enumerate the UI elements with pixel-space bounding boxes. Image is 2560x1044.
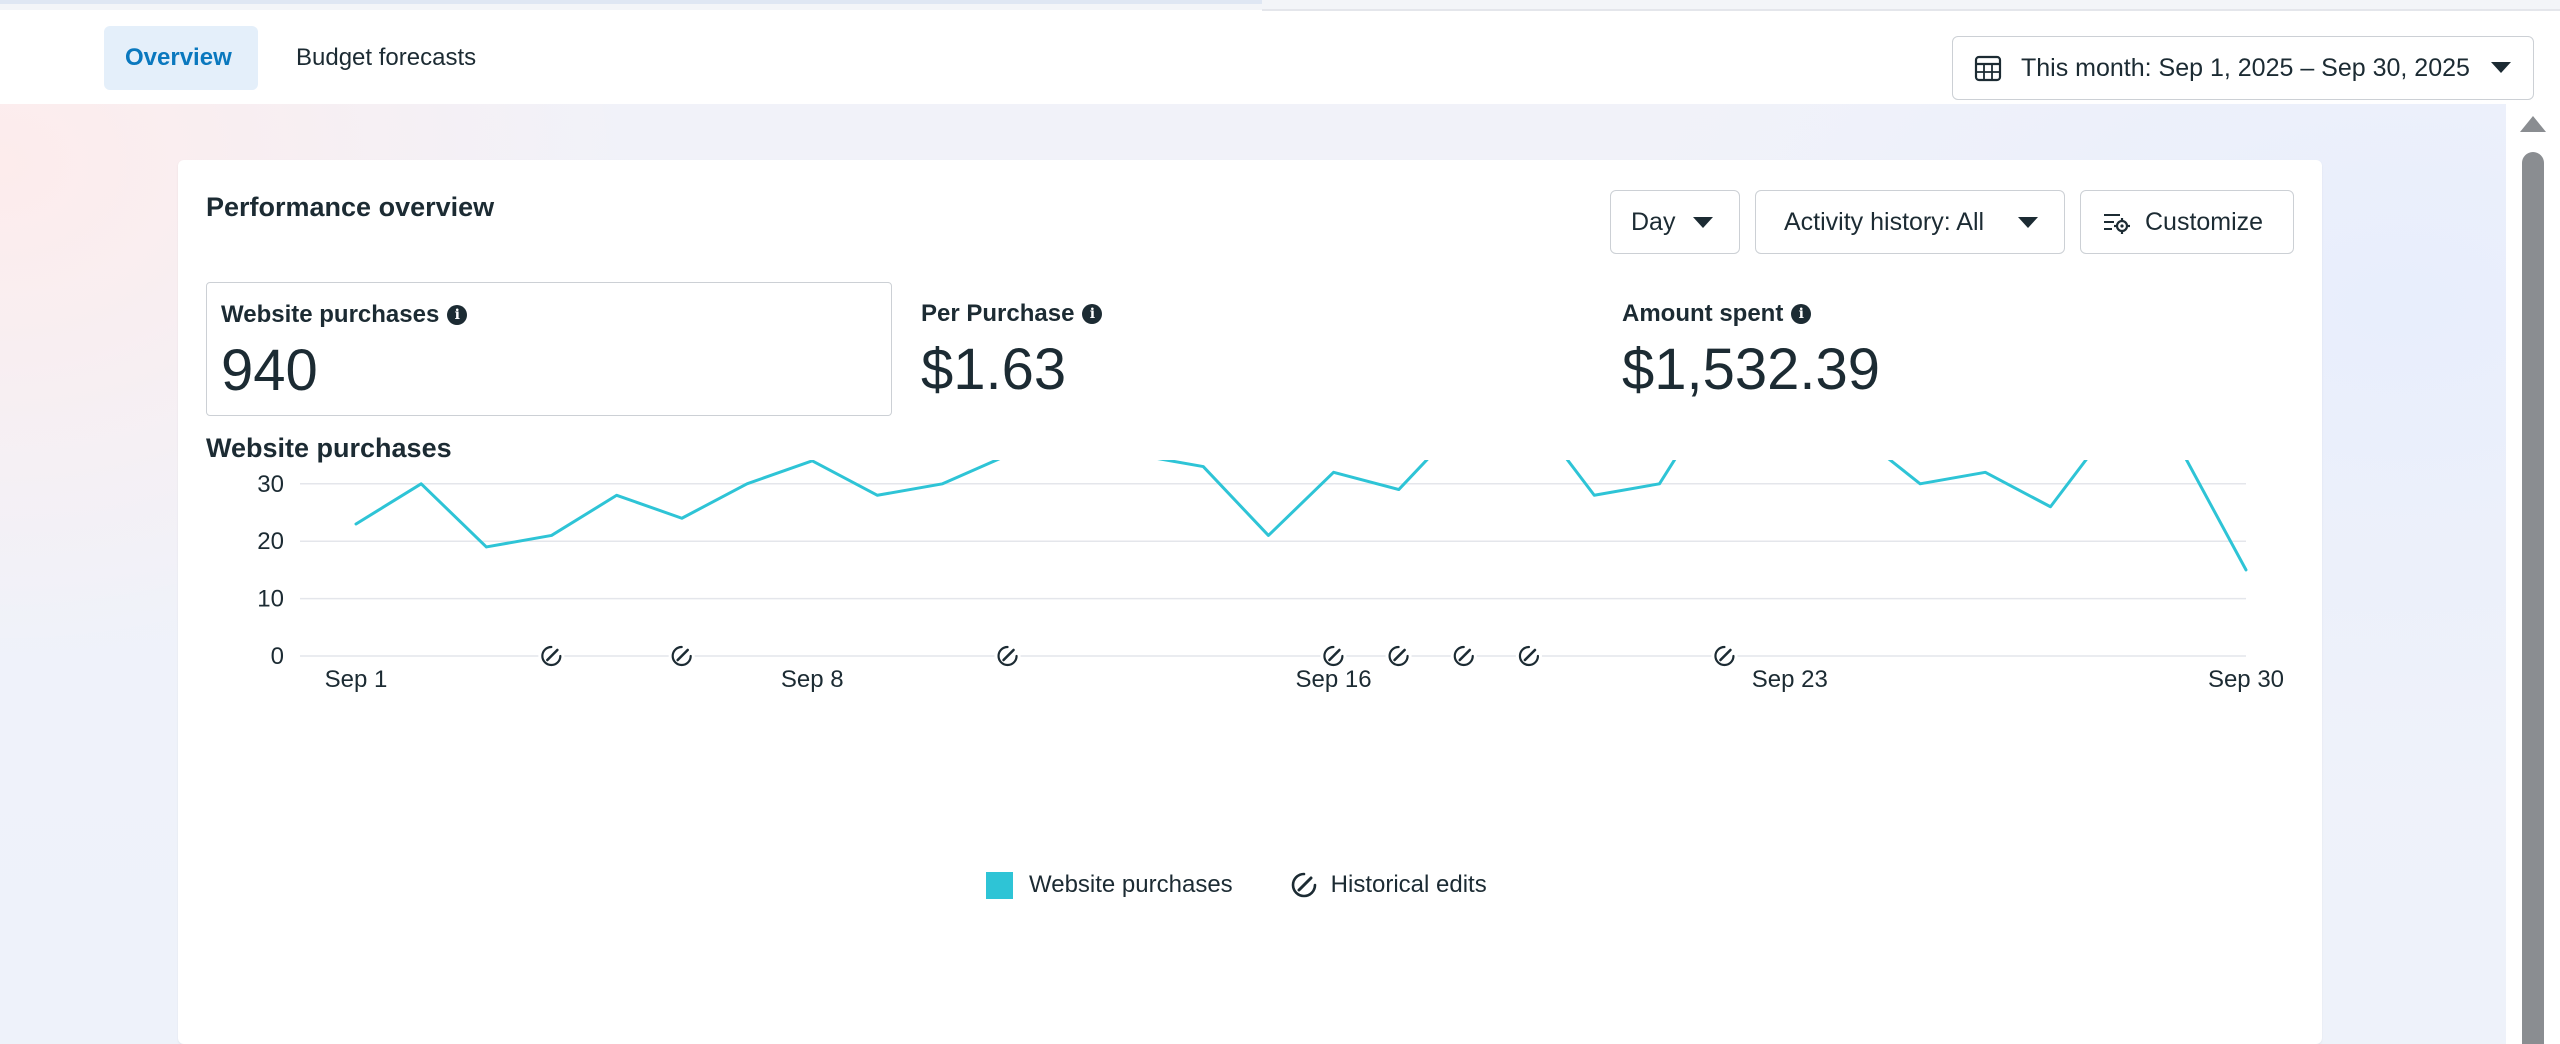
customize-button[interactable]: Customize [2080, 190, 2294, 254]
x-tick-label: Sep 16 [1296, 666, 1372, 693]
metric-per-purchase[interactable]: Per Purchase i $1.63 [907, 282, 1593, 416]
date-range-label: This month: Sep 1, 2025 – Sep 30, 2025 [2021, 53, 2470, 82]
tab-overview[interactable]: Overview [104, 26, 258, 90]
x-tick-label: Sep 23 [1752, 666, 1828, 693]
data-point[interactable] [1197, 461, 1209, 473]
y-tick-label: 0 [271, 643, 284, 670]
x-tick-label: Sep 8 [781, 666, 844, 693]
customize-icon [2104, 214, 2130, 234]
data-point[interactable] [1393, 484, 1405, 496]
data-point[interactable] [2044, 501, 2056, 513]
metric-label-text: Per Purchase [921, 300, 1075, 327]
legend-historical-edits[interactable]: Historical edits [1289, 870, 1487, 900]
data-point[interactable] [937, 478, 949, 490]
chevron-down-icon [2018, 217, 2038, 228]
top-bar: Overview Budget forecasts This month: Se… [0, 0, 2560, 104]
data-point[interactable] [480, 541, 492, 553]
card-title: Performance overview [206, 192, 495, 222]
data-point[interactable] [1328, 466, 1340, 478]
data-point[interactable] [611, 489, 623, 501]
top-divider [1262, 9, 2560, 11]
y-tick-label: 10 [257, 586, 284, 613]
legend-swatch [986, 871, 1013, 899]
y-tick-label: 30 [257, 471, 284, 498]
data-point[interactable] [1914, 478, 1926, 490]
metric-value: 940 [221, 338, 318, 403]
historical-edit-marker-icon[interactable] [1711, 643, 1738, 669]
loading-bar [0, 0, 1262, 4]
historical-edit-marker-icon[interactable] [1320, 643, 1347, 669]
y-tick-label: 20 [257, 528, 284, 555]
data-point[interactable] [546, 529, 558, 541]
x-tick-label: Sep 30 [2208, 666, 2284, 693]
calendar-icon [1974, 55, 2002, 82]
data-point[interactable] [1132, 460, 1144, 461]
performance-card: Performance overview Day Activity histor… [178, 160, 2322, 1044]
data-point[interactable] [806, 460, 818, 467]
metric-label: Per Purchase i [921, 300, 1103, 328]
info-icon[interactable]: i [447, 305, 468, 325]
scrollbar[interactable] [2506, 104, 2560, 1044]
data-point[interactable] [741, 478, 753, 490]
data-point[interactable] [1002, 460, 1014, 461]
legend-series-label[interactable]: Website purchases [1029, 871, 1233, 898]
historical-edit-marker-icon[interactable] [538, 643, 565, 669]
granularity-label: Day [1631, 207, 1676, 236]
legend-edits-label: Historical edits [1330, 871, 1487, 898]
metric-label: Amount spent i [1622, 300, 1812, 328]
historical-edit-icon [1291, 872, 1316, 898]
chart-title: Website purchases [206, 433, 452, 463]
date-range-button[interactable]: This month: Sep 1, 2025 – Sep 30, 2025 [1952, 36, 2534, 100]
data-point[interactable] [676, 512, 688, 524]
historical-edit-marker-icon[interactable] [994, 643, 1021, 669]
historical-edit-marker-icon[interactable] [668, 643, 695, 669]
customize-label: Customize [2145, 207, 2264, 236]
activity-history-label: Activity history: All [1784, 207, 1985, 236]
data-point[interactable] [1588, 489, 1600, 501]
chevron-down-icon [1693, 217, 1713, 228]
data-point[interactable] [2240, 564, 2252, 576]
historical-edit-marker-icon[interactable] [1515, 643, 1542, 669]
historical-edit-marker-icon[interactable] [1385, 643, 1412, 669]
metric-label: Website purchases i [221, 301, 468, 329]
scrollbar-thumb[interactable] [2522, 152, 2544, 1044]
metric-label-text: Amount spent [1622, 300, 1784, 327]
tab-budget-forecasts[interactable]: Budget forecasts [296, 44, 477, 71]
scroll-up-arrow-icon[interactable] [2520, 116, 2546, 132]
series-line-website-purchases[interactable] [354, 460, 2248, 572]
data-point[interactable] [1262, 529, 1274, 541]
metric-value: $1.63 [921, 337, 1067, 402]
metric-label-text: Website purchases [221, 301, 440, 328]
data-point[interactable] [350, 518, 362, 530]
metric-website-purchases[interactable]: Website purchases i 940 [206, 282, 892, 416]
info-icon[interactable]: i [1082, 304, 1103, 324]
chart-legend: Website purchases Historical edits [986, 870, 1487, 900]
data-point[interactable] [415, 478, 427, 490]
x-tick-label: Sep 1 [325, 666, 388, 693]
historical-edit-marker-icon[interactable] [1450, 643, 1477, 669]
metric-value: $1,532.39 [1622, 337, 1881, 402]
granularity-select[interactable]: Day [1610, 190, 1740, 254]
info-icon[interactable]: i [1791, 304, 1812, 324]
metric-amount-spent[interactable]: Amount spent i $1,532.39 [1608, 282, 2294, 416]
chevron-down-icon [2491, 62, 2511, 73]
data-point[interactable] [871, 489, 883, 501]
activity-history-select[interactable]: Activity history: All [1755, 190, 2065, 254]
data-point[interactable] [1653, 478, 1665, 490]
data-point[interactable] [1979, 466, 1991, 478]
